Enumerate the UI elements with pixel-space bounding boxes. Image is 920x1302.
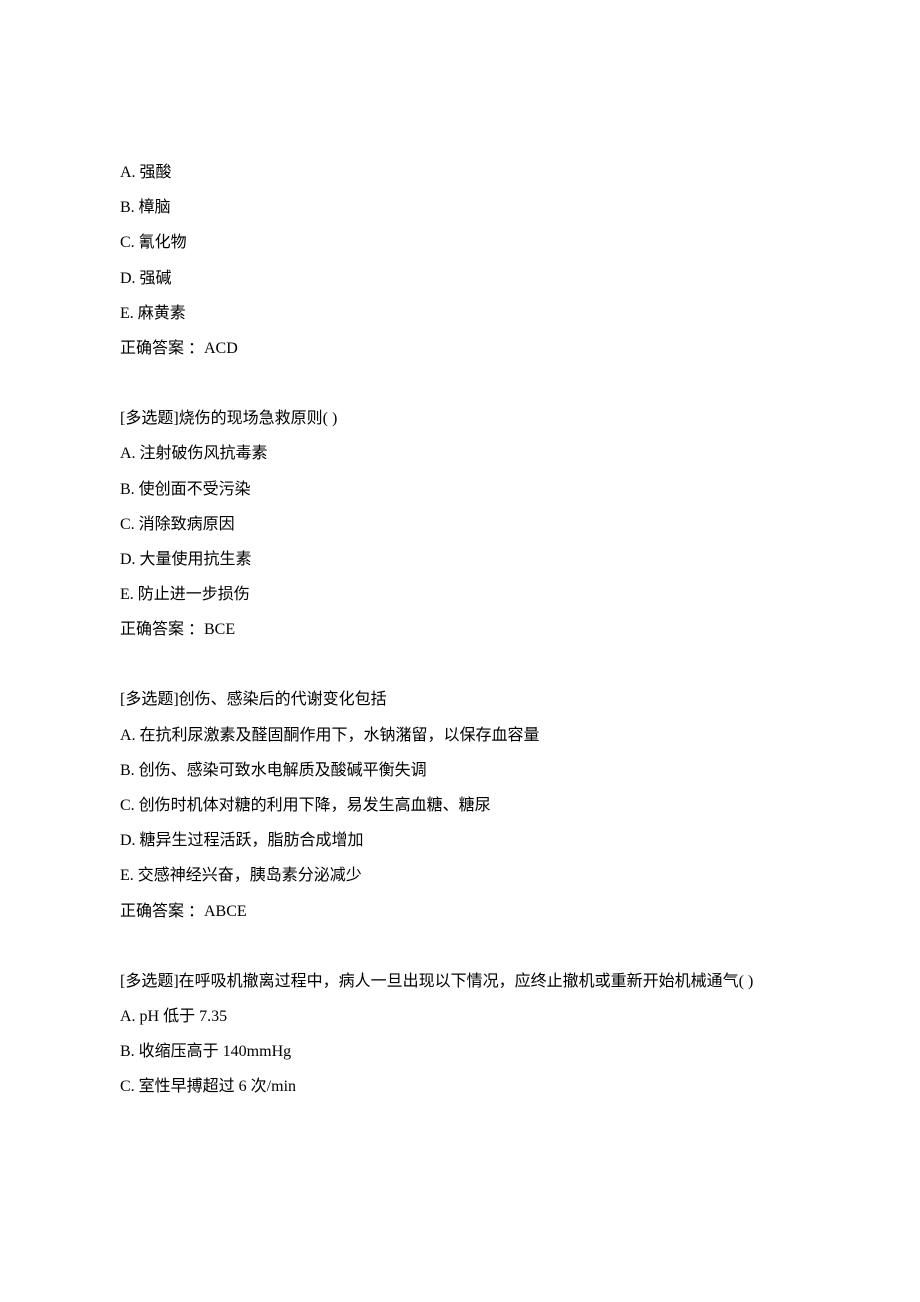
- option-c: C. 氰化物: [120, 225, 800, 260]
- option-c: C. 消除致病原因: [120, 507, 800, 542]
- answer-text: 正确答案 ：ACD: [120, 331, 800, 366]
- option-b: B. 樟脑: [120, 190, 800, 225]
- option-d: D. 糖异生过程活跃，脂肪合成增加: [120, 823, 800, 858]
- question-stem: [多选题]创伤、感染后的代谢变化包括: [120, 682, 800, 717]
- option-c: C. 创伤时机体对糖的利用下降，易发生高血糖、糖尿: [120, 788, 800, 823]
- option-d: D. 大量使用抗生素: [120, 542, 800, 577]
- option-d: D. 强碱: [120, 261, 800, 296]
- answer-text: 正确答案 ：ABCE: [120, 894, 800, 929]
- option-a: A. pH 低于 7.35: [120, 999, 800, 1034]
- option-b: B. 收缩压高于 140mmHg: [120, 1034, 800, 1069]
- question-stem: [多选题]在呼吸机撤离过程中，病人一旦出现以下情况，应终止撤机或重新开始机械通气…: [120, 964, 800, 999]
- option-a: A. 强酸: [120, 155, 800, 190]
- question-stem: [多选题]烧伤的现场急救原则( ): [120, 401, 800, 436]
- question-block-4: [多选题]在呼吸机撤离过程中，病人一旦出现以下情况，应终止撤机或重新开始机械通气…: [120, 964, 800, 1105]
- option-b: B. 使创面不受污染: [120, 472, 800, 507]
- answer-text: 正确答案 ：BCE: [120, 612, 800, 647]
- option-e: E. 交感神经兴奋，胰岛素分泌减少: [120, 858, 800, 893]
- option-e: E. 防止进一步损伤: [120, 577, 800, 612]
- question-block-3: [多选题]创伤、感染后的代谢变化包括 A. 在抗利尿激素及醛固酮作用下，水钠潴留…: [120, 682, 800, 928]
- option-b: B. 创伤、感染可致水电解质及酸碱平衡失调: [120, 753, 800, 788]
- question-block-1: A. 强酸 B. 樟脑 C. 氰化物 D. 强碱 E. 麻黄素 正确答案 ：AC…: [120, 155, 800, 366]
- option-e: E. 麻黄素: [120, 296, 800, 331]
- question-block-2: [多选题]烧伤的现场急救原则( ) A. 注射破伤风抗毒素 B. 使创面不受污染…: [120, 401, 800, 647]
- option-c: C. 室性早搏超过 6 次/min: [120, 1069, 800, 1104]
- document-content: A. 强酸 B. 樟脑 C. 氰化物 D. 强碱 E. 麻黄素 正确答案 ：AC…: [120, 155, 800, 1105]
- option-a: A. 注射破伤风抗毒素: [120, 436, 800, 471]
- option-a: A. 在抗利尿激素及醛固酮作用下，水钠潴留，以保存血容量: [120, 718, 800, 753]
